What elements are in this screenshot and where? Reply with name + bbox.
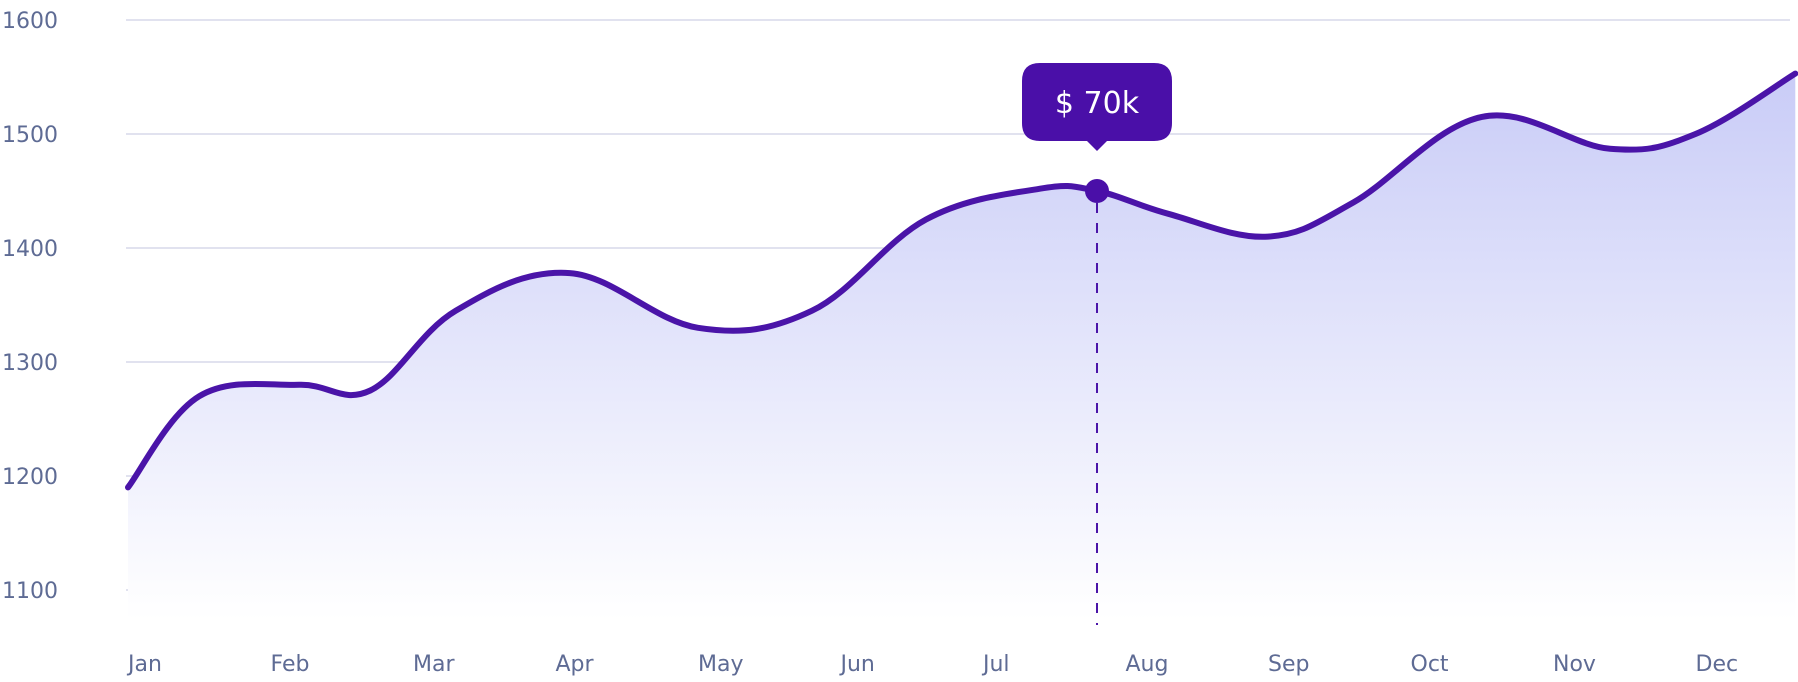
value-tooltip: $ 70k	[1022, 63, 1172, 151]
x-tick-label: Nov	[1553, 652, 1596, 677]
x-axis-ticks: Jan Feb Mar Apr May Jun Jul Aug Sep Oct Nov Dec	[126, 652, 1738, 677]
x-tick-label: Oct	[1411, 652, 1449, 677]
x-tick-label: Jul	[981, 652, 1010, 677]
x-tick-label: Jun	[839, 652, 875, 677]
y-tick-label: 1600	[2, 9, 58, 34]
y-tick-label: 1500	[2, 123, 58, 148]
series-line	[125, 70, 1798, 491]
highlight-point[interactable]	[1085, 179, 1109, 203]
series-area-fill	[128, 73, 1796, 621]
y-tick-label: 1400	[2, 237, 58, 262]
x-tick-label: Apr	[556, 652, 595, 677]
tooltip-label: $ 70k	[1055, 86, 1140, 121]
x-tick-label: Jan	[126, 652, 162, 677]
x-tick-label: Feb	[271, 652, 310, 677]
y-axis-ticks: 1600 1500 1400 1300 1200 1100	[2, 9, 58, 604]
x-tick-label: May	[698, 652, 743, 677]
y-tick-label: 1200	[2, 465, 58, 490]
x-tick-label: Sep	[1268, 652, 1309, 677]
x-tick-label: Dec	[1696, 652, 1739, 677]
x-tick-label: Mar	[413, 652, 455, 677]
y-tick-label: 1300	[2, 351, 58, 376]
x-tick-label: Aug	[1126, 652, 1169, 677]
tooltip-box	[1022, 63, 1172, 151]
y-tick-label: 1100	[2, 579, 58, 604]
